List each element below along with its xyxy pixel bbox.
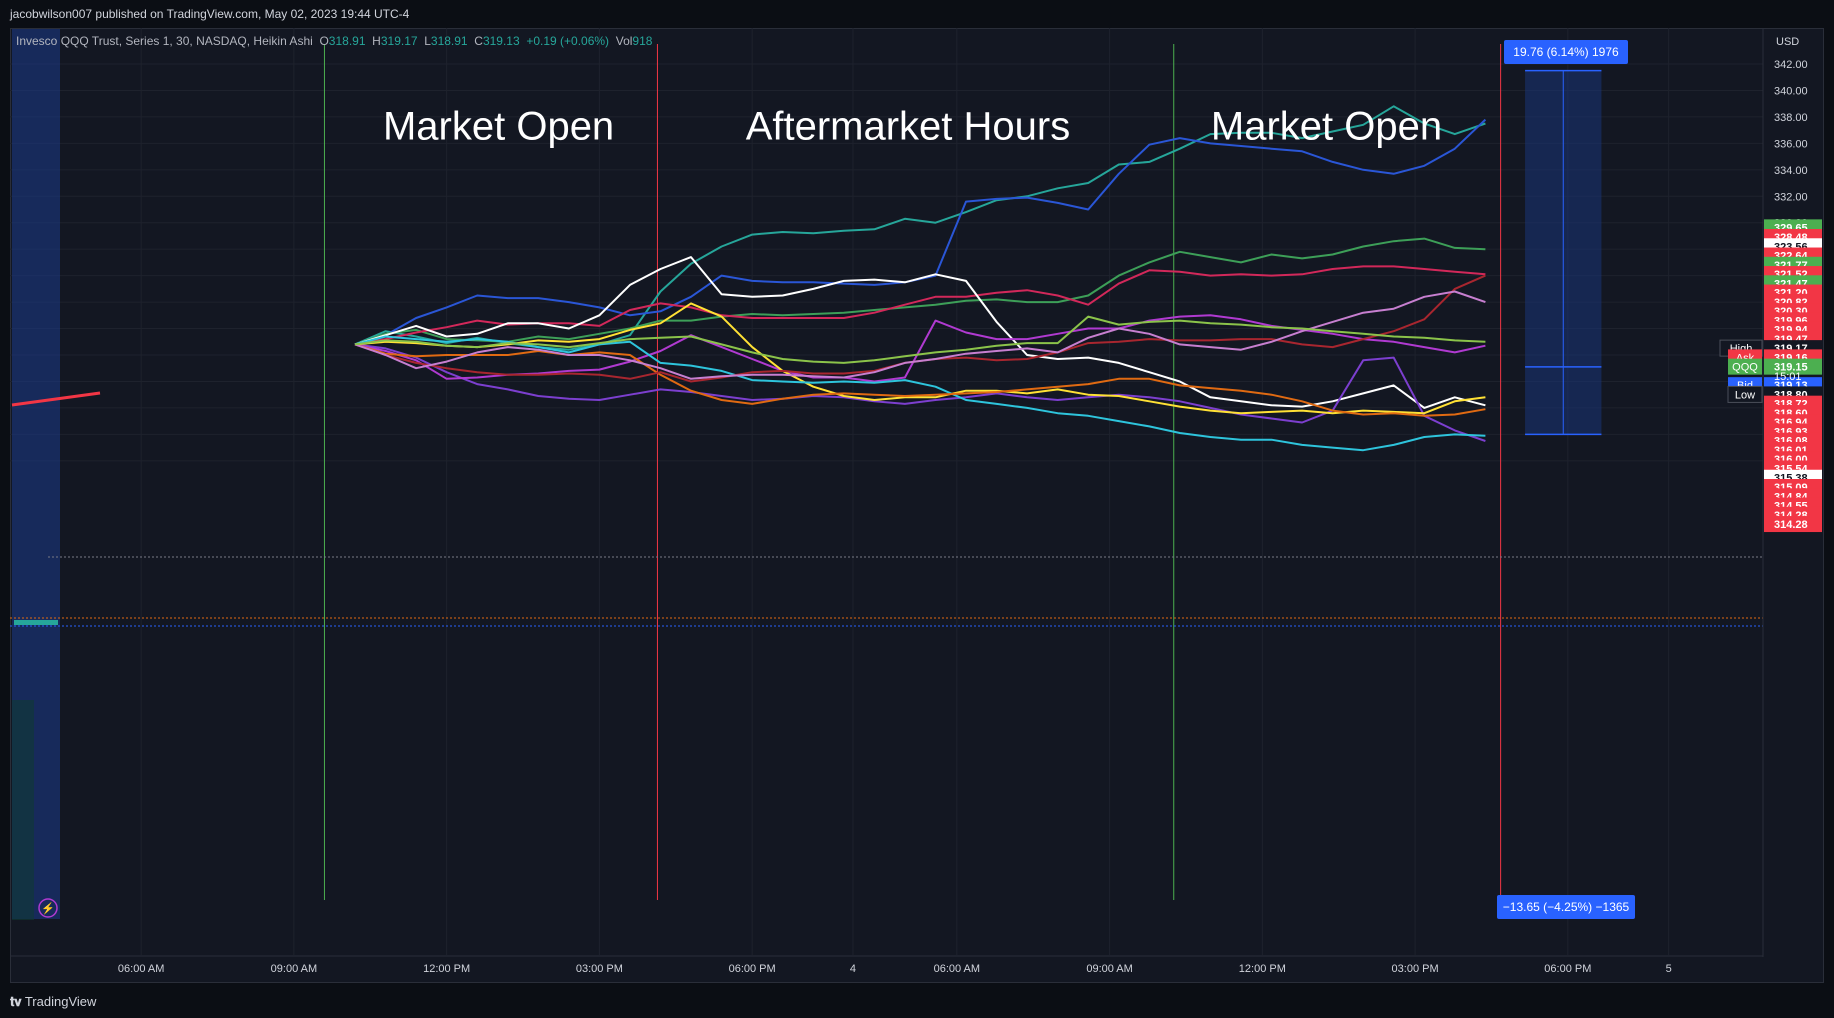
series-line-orange [354, 343, 1486, 417]
series-line-white [354, 256, 1486, 409]
x-tick-label: 5 [1666, 963, 1672, 975]
legend-vol-label: Vol [615, 34, 633, 48]
x-tick-label: 06:00 PM [1544, 963, 1591, 975]
series-line-purple [354, 343, 1486, 442]
series-line-light-green [354, 315, 1486, 364]
lightning-icon: ⚡ [38, 898, 58, 918]
left-red-segment [11, 391, 101, 407]
series-lines [354, 105, 1487, 452]
footer-bar: 𝐭𝐯 TradingView [0, 984, 1834, 1018]
series-line-yellow [354, 302, 1486, 415]
publisher-bar: jacobwilson007 published on TradingView.… [0, 0, 1834, 28]
price-label-text: 319.15 [1774, 362, 1808, 374]
legend-close-label: C [474, 34, 483, 48]
legend-symbol: Invesco QQQ Trust, Series 1, 30, NASDAQ,… [16, 34, 313, 48]
annotation-label: Market Open [1211, 104, 1442, 148]
measure-top-text: 19.76 (6.14%) 1976 [1513, 45, 1619, 59]
x-tick-label: 03:00 PM [1392, 963, 1439, 975]
series-line-lavender [354, 290, 1486, 380]
grid-lines [10, 28, 1763, 955]
legend-change: +0.19 (+0.06%) [526, 34, 610, 48]
chart-panel[interactable] [10, 28, 1824, 983]
annotation-label: Market Open [383, 104, 614, 148]
measure-top-bg [1504, 40, 1628, 64]
series-line-blue [354, 118, 1487, 346]
symbol-legend: Invesco QQQ Trust, Series 1, 30, NASDAQ,… [16, 34, 652, 48]
price-label-bg [1764, 358, 1822, 375]
price-tag-text: QQQ [1732, 362, 1758, 374]
x-tick-label: 06:00 PM [729, 963, 776, 975]
legend-high: 319.17 [380, 34, 418, 48]
price-tag-bg [1727, 385, 1763, 403]
currency-label: USD [1776, 36, 1799, 48]
measure-bottom-label: −13.65 (−4.25%) −1365 [1497, 895, 1635, 919]
y-tick-label: 342.00 [1774, 59, 1808, 71]
x-tick-label: 12:00 PM [423, 963, 470, 975]
brand-label: TradingView [24, 994, 97, 1009]
measure-top-label: 19.76 (6.14%) 1976 [1504, 40, 1628, 64]
series-line-green [354, 237, 1486, 346]
x-tick-label: 4 [850, 963, 856, 975]
y-tick-label: 332.00 [1774, 191, 1808, 203]
left-price-marker [14, 620, 58, 625]
tv-logo-icon: 𝐭𝐯 [10, 994, 22, 1009]
left-volume-band [12, 700, 34, 920]
price-tag-text: Low [1735, 389, 1755, 401]
tradingview-logo[interactable]: 𝐭𝐯 TradingView [10, 994, 96, 1010]
lightning-circle [38, 898, 58, 918]
x-tick-label: 06:00 AM [118, 963, 164, 975]
series-line-cyan [354, 335, 1486, 452]
y-tick-label: 340.00 [1774, 85, 1808, 97]
y-tick-label: 338.00 [1774, 112, 1808, 124]
price-label-bg [1764, 516, 1822, 533]
annotation-label: Aftermarket Hours [746, 104, 1071, 148]
measure-bottom-text: −13.65 (−4.25%) −1365 [1503, 900, 1630, 914]
countdown-label: 15:01 [1774, 371, 1802, 383]
x-tick-label: 09:00 AM [1086, 963, 1132, 975]
legend-close: 319.13 [482, 34, 520, 48]
price-labels: 329.65328.48323.56322.64321.77321.52321.… [1719, 219, 1822, 533]
lightning-glyph: ⚡ [41, 902, 55, 915]
price-tag-bg [1728, 358, 1762, 375]
y-tick-label: 334.00 [1774, 165, 1808, 177]
x-tick-label: 12:00 PM [1239, 963, 1286, 975]
price-label-text: 314.28 [1774, 519, 1808, 531]
legend-open-label: O [319, 34, 329, 48]
legend-high-label: H [372, 34, 381, 48]
x-tick-label: 09:00 AM [271, 963, 317, 975]
legend-vol: 918 [632, 34, 653, 48]
legend-low: 318.91 [430, 34, 468, 48]
x-tick-label: 03:00 PM [576, 963, 623, 975]
x-tick-label: 06:00 AM [934, 963, 980, 975]
legend-open: 318.91 [328, 34, 366, 48]
publisher-text: jacobwilson007 published on TradingView.… [10, 7, 410, 21]
legend-low-label: L [424, 34, 431, 48]
y-tick-label: 336.00 [1774, 138, 1808, 150]
measure-bottom-bg [1497, 895, 1635, 919]
